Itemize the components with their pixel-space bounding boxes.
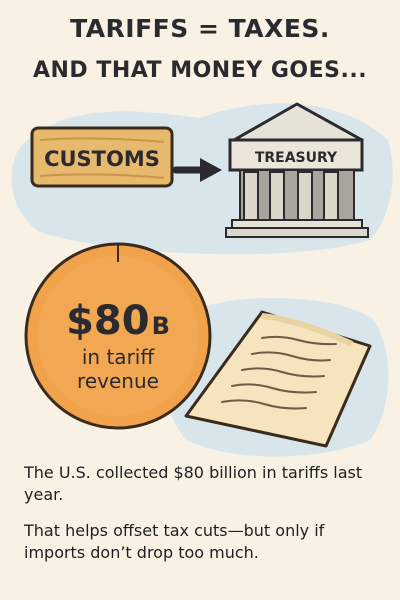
revenue-line-3: revenue [77, 369, 159, 393]
revenue-line-2: in tariff [82, 345, 155, 369]
customs-sign: CUSTOMS [30, 126, 174, 188]
customs-label: CUSTOMS [44, 147, 160, 171]
treasury-building-icon: TREASURY [225, 102, 369, 238]
revenue-circle: $80B in tariff revenue [24, 242, 212, 430]
body-paragraph-2: That helps offset tax cuts—but only if i… [24, 521, 325, 562]
revenue-amount: $80B [66, 298, 170, 344]
body-paragraph-1: The U.S. collected $80 billion in tariff… [24, 463, 363, 504]
headline-line-1: TARIFFS = TAXES. [70, 14, 330, 43]
treasury-label: TREASURY [255, 150, 338, 166]
paper-document-icon [184, 310, 372, 448]
headline-line-2: AND THAT MONEY GOES... [32, 58, 368, 83]
arrow-right-icon [172, 158, 222, 182]
